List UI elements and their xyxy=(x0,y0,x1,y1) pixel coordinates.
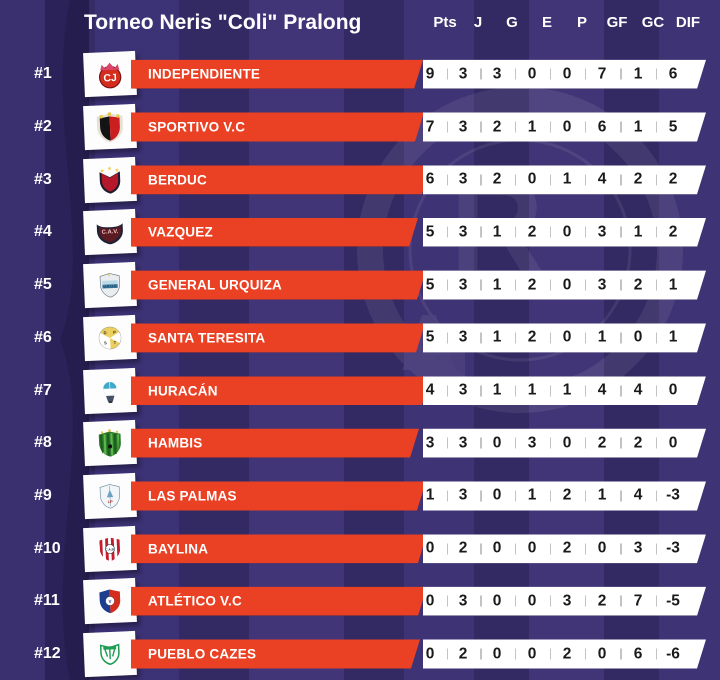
svg-text:U.R.U.G: U.R.U.G xyxy=(103,284,117,289)
svg-text:D: D xyxy=(103,330,106,335)
svg-text:P: P xyxy=(113,329,116,334)
svg-text:LP: LP xyxy=(108,500,114,504)
svg-text:V: V xyxy=(108,599,111,604)
svg-text:S: S xyxy=(104,340,107,345)
svg-text:C.A.B.: C.A.B. xyxy=(105,547,115,551)
svg-text:CJ: CJ xyxy=(103,73,117,85)
